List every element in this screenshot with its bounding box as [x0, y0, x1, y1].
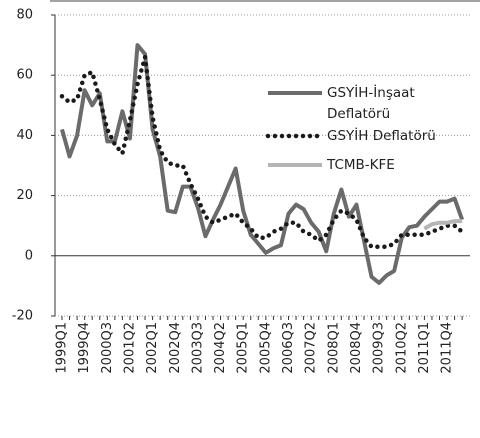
- x-tick-label: 2005Q1: [236, 322, 251, 374]
- x-tick-label: 2002Q1: [145, 322, 160, 374]
- x-tick-label: 2008Q1: [326, 322, 341, 374]
- legend-label: GSYİH-İnşaat Deflatörü: [327, 83, 415, 122]
- x-tick-label: 2006Q3: [281, 322, 296, 374]
- y-tick-label: 0: [25, 248, 33, 263]
- y-tick-label: 60: [16, 68, 33, 83]
- x-tick-label: 2011Q4: [440, 322, 455, 374]
- x-tick-label: 2009Q3: [372, 322, 387, 374]
- x-tick-label: 1999Q4: [77, 322, 92, 374]
- x-tick-label: 2004Q2: [213, 322, 228, 374]
- x-tick-label: 2001Q2: [122, 322, 137, 374]
- x-tick-label: 1999Q1: [55, 322, 70, 374]
- x-tick-label: 2011Q1: [417, 322, 432, 374]
- x-tick-label: 2000Q3: [100, 322, 115, 374]
- legend-label-line: GSYİH-İnşaat: [327, 83, 415, 101]
- x-tick-label: 2002Q4: [168, 322, 183, 374]
- y-tick-label: 40: [16, 128, 33, 143]
- x-tick-label: 2005Q4: [258, 322, 273, 374]
- y-tick-label: 80: [16, 8, 33, 23]
- y-tick-label: -20: [12, 309, 33, 324]
- x-tick-label: 2007Q2: [304, 322, 319, 374]
- series-line: [423, 219, 463, 231]
- legend-label: TCMB-KFE: [326, 157, 395, 173]
- legend-label-line: Deflatörü: [327, 106, 390, 122]
- legend-label: GSYİH Deflatörü: [327, 126, 436, 144]
- series-line: [59, 56, 465, 250]
- legend: GSYİH-İnşaat Deflatörü GSYİH Deflatörü TCMB…: [265, 83, 436, 173]
- y-tick-label: 20: [16, 188, 33, 203]
- series-line: [60, 43, 465, 285]
- x-tick-label: 2010Q2: [394, 322, 409, 374]
- x-tick-label: 2008Q4: [349, 322, 364, 374]
- x-tick-label: 2003Q3: [190, 322, 205, 374]
